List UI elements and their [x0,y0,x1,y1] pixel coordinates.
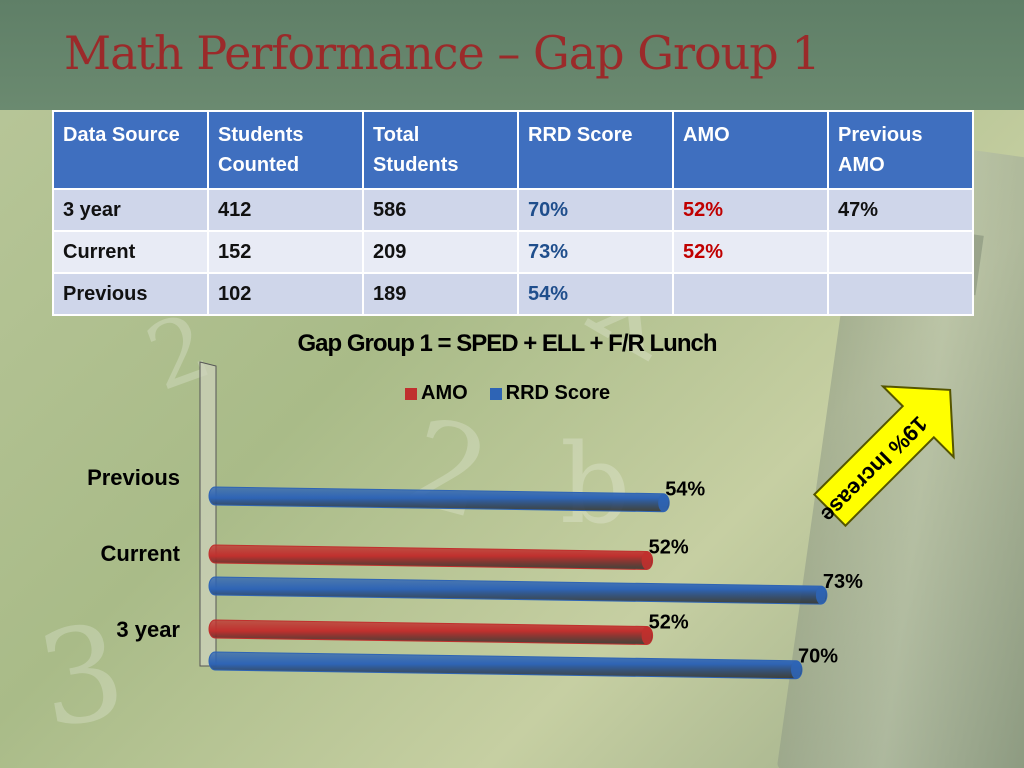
table-row: Previous 102 189 54% [52,272,974,316]
cell-total-students: 586 [362,188,519,232]
table-row: Current 152 209 73% 52% [52,230,974,274]
cell-data-source: Current [52,230,209,274]
header-data-source: Data Source [52,110,209,190]
cell-data-source: 3 year [52,188,209,232]
header-students-counted: Students Counted [207,110,364,190]
header-previous-amo: Previous AMO [827,110,974,190]
cell-rrd-score: 73% [517,230,674,274]
cell-students-counted: 152 [207,230,364,274]
chalk-scribble: 2 [393,392,504,547]
callout-arrow-shape [812,385,955,528]
title-band [0,0,1024,110]
legend-swatch-amo [405,387,417,400]
cell-rrd-score: 54% [517,272,674,316]
legend-label-amo: AMO [421,382,468,404]
data-table: Data Source Students Counted Total Stude… [52,110,974,316]
header-amo: AMO [672,110,829,190]
category-label-current: Current [100,541,180,566]
cell-students-counted: 102 [207,272,364,316]
cell-total-students: 209 [362,230,519,274]
legend-label-rrd: RRD Score [505,382,611,404]
legend-item-amo: AMO [405,382,468,405]
header-rrd-score: RRD Score [517,110,674,190]
chart-legend: AMO RRD Score [405,382,610,405]
cell-previous-amo [827,230,974,274]
legend-item-rrd: RRD Score [489,382,611,405]
cell-amo: 52% [672,188,829,232]
callout-text: 19% Increase [816,411,932,527]
cell-rrd-score: 70% [517,188,674,232]
cell-amo [672,272,829,316]
category-label-3-year: 3 year [116,617,180,642]
chalk-scribble: b [560,420,631,548]
header-total-students: Total Students [362,110,519,190]
up-arrow-icon: 19% Increase [812,385,955,528]
cell-previous-amo [827,272,974,316]
cell-total-students: 189 [362,272,519,316]
table-row: 3 year 412 586 70% 52% 47% [52,188,974,232]
cell-previous-amo: 47% [827,188,974,232]
legend-swatch-rrd [489,387,502,400]
chart-title: Gap Group 1 = SPED + ELL + F/R Lunch [297,330,718,357]
cell-students-counted: 412 [207,188,364,232]
page-title: Math Performance – Gap Group 1 [64,26,821,80]
category-label-previous: Previous [87,465,180,490]
cell-amo: 52% [672,230,829,274]
table-header-row: Data Source Students Counted Total Stude… [52,110,974,190]
cell-data-source: Previous [52,272,209,316]
